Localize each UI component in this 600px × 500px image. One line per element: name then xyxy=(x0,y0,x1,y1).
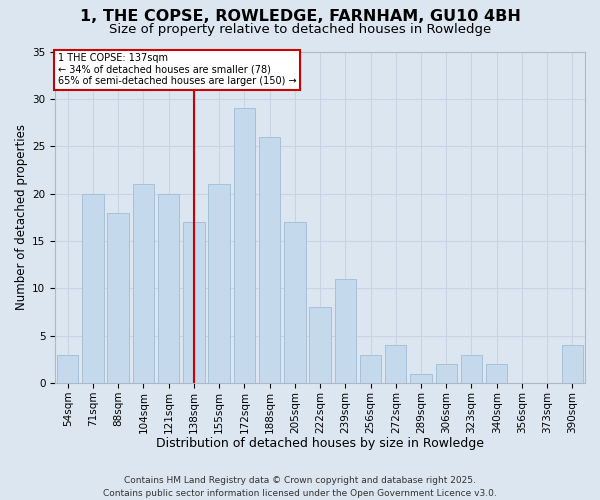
Bar xyxy=(259,137,280,383)
Bar xyxy=(133,184,154,383)
Bar xyxy=(486,364,508,383)
Bar xyxy=(284,222,305,383)
Bar xyxy=(233,108,255,383)
Bar xyxy=(461,354,482,383)
Bar xyxy=(385,345,406,383)
Bar xyxy=(360,354,381,383)
Text: Size of property relative to detached houses in Rowledge: Size of property relative to detached ho… xyxy=(109,22,491,36)
Text: 1, THE COPSE, ROWLEDGE, FARNHAM, GU10 4BH: 1, THE COPSE, ROWLEDGE, FARNHAM, GU10 4B… xyxy=(80,9,520,24)
Bar xyxy=(335,279,356,383)
Text: 1 THE COPSE: 137sqm
← 34% of detached houses are smaller (78)
65% of semi-detach: 1 THE COPSE: 137sqm ← 34% of detached ho… xyxy=(58,53,296,86)
Bar xyxy=(158,194,179,383)
Bar xyxy=(183,222,205,383)
Bar xyxy=(208,184,230,383)
Y-axis label: Number of detached properties: Number of detached properties xyxy=(15,124,28,310)
Bar xyxy=(107,212,129,383)
Bar xyxy=(410,374,432,383)
Text: Contains HM Land Registry data © Crown copyright and database right 2025.
Contai: Contains HM Land Registry data © Crown c… xyxy=(103,476,497,498)
Bar xyxy=(82,194,104,383)
X-axis label: Distribution of detached houses by size in Rowledge: Distribution of detached houses by size … xyxy=(156,437,484,450)
Bar xyxy=(436,364,457,383)
Bar xyxy=(562,345,583,383)
Bar xyxy=(57,354,79,383)
Bar xyxy=(310,308,331,383)
